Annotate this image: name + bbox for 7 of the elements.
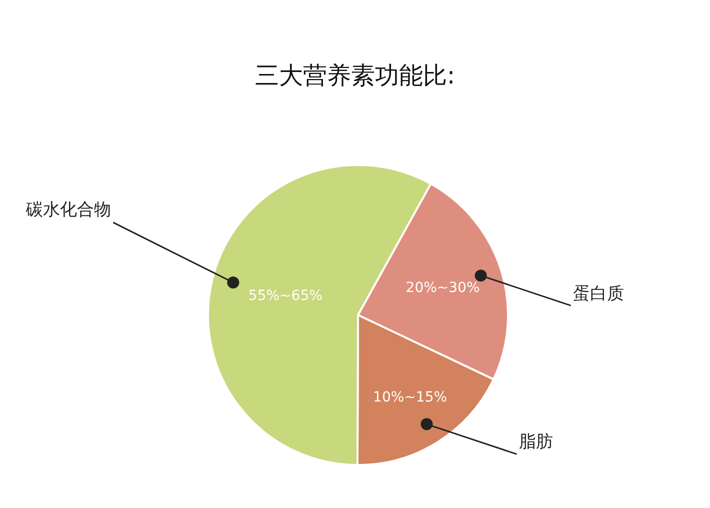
slice-label: 脂肪 <box>519 432 553 452</box>
slice-label: 碳水化合物 <box>25 200 111 220</box>
chart-title: 三大营养素功能比: <box>254 61 456 90</box>
text: 20%~30% <box>406 280 480 296</box>
text: 55%~65% <box>248 288 322 304</box>
text: 10%~15% <box>373 390 448 406</box>
slice-label: 蛋白质 <box>573 284 624 304</box>
